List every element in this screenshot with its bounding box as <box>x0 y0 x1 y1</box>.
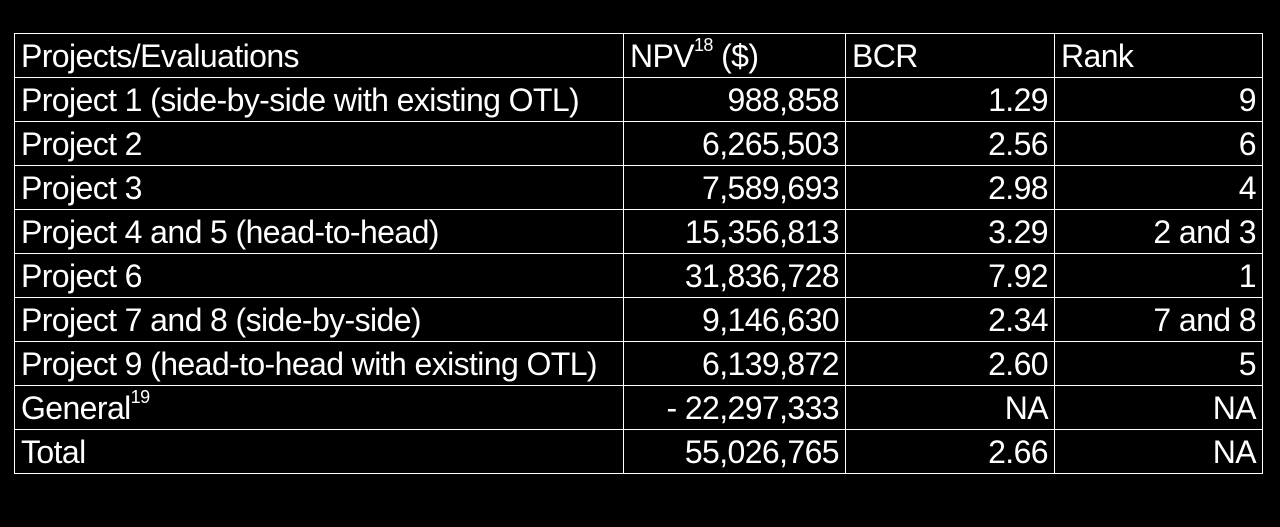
header-project-label: Projects/Evaluations <box>21 37 300 74</box>
cell-bcr: 2.98 <box>845 165 1055 210</box>
cell-npv: 6,265,503 <box>623 121 846 166</box>
cell-rank: 9 <box>1054 77 1263 122</box>
cell-npv: 31,836,728 <box>623 253 846 298</box>
cell-bcr: 7.92 <box>845 253 1055 298</box>
project-name: Project 6 <box>21 257 142 294</box>
cell-rank: 7 and 8 <box>1054 297 1263 342</box>
table-row: Project 9 (head-to-head with existing OT… <box>14 341 1263 386</box>
project-footnote: 19 <box>130 386 150 407</box>
cell-project: Project 2 <box>14 121 624 166</box>
table-row: General19- 22,297,333 NA NA <box>14 385 1263 430</box>
table-row: Project 7 and 8 (side-by-side) 9,146,630 2… <box>14 297 1263 342</box>
cell-bcr: 3.29 <box>845 209 1055 254</box>
cell-npv: 15,356,813 <box>623 209 846 254</box>
table-row: Project 3 7,589,693 2.98 4 <box>14 165 1263 210</box>
cell-bcr: 2.60 <box>845 341 1055 386</box>
cell-npv: 6,139,872 <box>623 341 846 386</box>
header-npv-footnote: 18 <box>694 34 713 55</box>
cell-bcr: 1.29 <box>845 77 1055 122</box>
cell-rank: NA <box>1054 429 1263 474</box>
project-name: Total <box>21 433 86 470</box>
header-bcr: BCR <box>845 33 1055 78</box>
cell-rank: 4 <box>1054 165 1263 210</box>
table-row: Project 2 6,265,503 2.56 6 <box>14 121 1263 166</box>
header-bcr-label: BCR <box>852 37 918 74</box>
cell-project: Project 4 and 5 (head-to-head) <box>14 209 624 254</box>
header-row: Projects/Evaluations NPV18 ($) BCR Rank <box>14 33 1263 78</box>
cell-rank: 2 and 3 <box>1054 209 1263 254</box>
project-name: Project 2 <box>21 125 142 162</box>
cell-rank: 1 <box>1054 253 1263 298</box>
table-row: Project 6 31,836,728 7.92 1 <box>14 253 1263 298</box>
cell-rank: NA <box>1054 385 1263 430</box>
cell-project: Project 9 (head-to-head with existing OT… <box>14 341 624 386</box>
header-npv-unit: ($) <box>712 37 759 74</box>
table-row: Project 1 (side-by-side with existing OT… <box>14 77 1263 122</box>
cell-bcr: NA <box>845 385 1055 430</box>
cell-project: General19 <box>14 385 624 430</box>
cell-project: Total <box>14 429 624 474</box>
cell-project: Project 3 <box>14 165 624 210</box>
table-row: Project 4 and 5 (head-to-head) 15,356,813… <box>14 209 1263 254</box>
cell-bcr: 2.56 <box>845 121 1055 166</box>
project-name: Project 3 <box>21 169 142 206</box>
project-name: Project 9 (head-to-head with existing OT… <box>21 345 598 382</box>
project-name: Project 1 (side-by-side with existing OT… <box>21 81 580 118</box>
cell-npv: 7,589,693 <box>623 165 846 210</box>
cell-npv: 55,026,765 <box>623 429 846 474</box>
cell-project: Project 7 and 8 (side-by-side) <box>14 297 624 342</box>
cell-rank: 5 <box>1054 341 1263 386</box>
header-rank: Rank <box>1054 33 1263 78</box>
cell-project: Project 6 <box>14 253 624 298</box>
project-evaluation-table: Projects/Evaluations NPV18 ($) BCR Rank … <box>14 33 1263 474</box>
project-name: Project 4 and 5 (head-to-head) <box>21 213 439 250</box>
header-npv: NPV18 ($) <box>623 33 846 78</box>
table-row: Total 55,026,765 2.66 NA <box>14 429 1263 474</box>
cell-project: Project 1 (side-by-side with existing OT… <box>14 77 624 122</box>
project-name: General <box>21 389 131 426</box>
header-rank-label: Rank <box>1061 37 1134 74</box>
header-project: Projects/Evaluations <box>14 33 624 78</box>
cell-npv: 988,858 <box>623 77 846 122</box>
cell-bcr: 2.66 <box>845 429 1055 474</box>
cell-bcr: 2.34 <box>845 297 1055 342</box>
cell-rank: 6 <box>1054 121 1263 166</box>
header-npv-label: NPV <box>630 37 695 74</box>
cell-npv: - 22,297,333 <box>623 385 846 430</box>
cell-npv: 9,146,630 <box>623 297 846 342</box>
project-name: Project 7 and 8 (side-by-side) <box>21 301 422 338</box>
